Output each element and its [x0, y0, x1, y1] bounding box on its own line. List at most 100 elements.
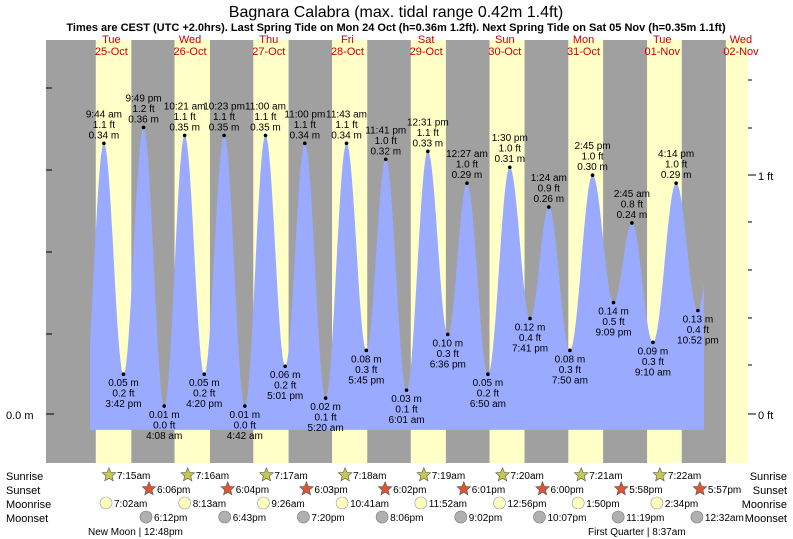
- sunrise-icon: [338, 468, 352, 481]
- tide-label: 0.35 m: [169, 122, 200, 133]
- tide-label: 1.2 ft: [132, 104, 154, 115]
- tide-label: 4:14 pm: [658, 149, 694, 160]
- sunset-icon: [142, 482, 156, 495]
- tide-label: 10:52 pm: [677, 336, 719, 347]
- chart-subtitle: Times are CEST (UTC +2.0hrs). Last Sprin…: [66, 22, 726, 34]
- sunset-icon: [614, 482, 628, 495]
- sunrise-time: 7:20am: [511, 471, 544, 482]
- tide-label: 1.1 ft: [417, 128, 439, 139]
- moonset-time: 12:32am: [705, 513, 744, 524]
- day-name: Wed: [179, 34, 201, 46]
- tide-label: 0.29 m: [661, 170, 692, 181]
- row-label-sunrise-right: Sunrise: [750, 471, 787, 483]
- tide-label: 0.2 ft: [477, 389, 499, 400]
- tide-label: 0.29 m: [452, 170, 483, 181]
- high-tide-point: [384, 157, 388, 161]
- row-label-moonset-left: Moonset: [6, 513, 48, 525]
- high-tide-point: [591, 173, 595, 177]
- moonset-time: 6:12pm: [154, 513, 187, 524]
- moonset-time: 11:19pm: [626, 513, 664, 524]
- tide-label: 0.01 m: [230, 410, 261, 421]
- tide-label: 6:36 pm: [430, 359, 466, 370]
- moonset-icon: [455, 511, 467, 523]
- low-tide-point: [162, 404, 166, 408]
- tide-label: 2:45 pm: [574, 141, 610, 152]
- tide-label: 0.14 m: [598, 307, 629, 318]
- sunset-time: 6:06pm: [157, 485, 190, 496]
- tide-label: 0.1 ft: [395, 405, 417, 416]
- tide-label: 12:31 pm: [407, 117, 449, 128]
- tide-label: 9:44 am: [86, 109, 122, 120]
- tide-label: 0.9 ft: [538, 184, 560, 195]
- row-label-sunset-right: Sunset: [753, 485, 787, 497]
- tide-label: 11:41 pm: [365, 125, 406, 136]
- tide-label: 0.06 m: [270, 370, 301, 381]
- moonrise-icon: [651, 497, 663, 509]
- low-tide-point: [324, 396, 328, 400]
- day-name: Sat: [418, 34, 435, 46]
- sunrise-time: 7:18am: [353, 471, 386, 482]
- day-headers: Tue25-OctWed26-OctThu27-OctFri28-OctSat2…: [95, 34, 759, 58]
- day-date: 28-Oct: [331, 46, 364, 58]
- right-axis-label-0ft: 0 ft: [758, 410, 773, 422]
- tide-label: 1.0 ft: [375, 136, 397, 147]
- day-name: Mon: [573, 34, 594, 46]
- low-tide-point: [446, 333, 450, 337]
- tide-label: 0.01 m: [149, 410, 180, 421]
- tide-label: 0.2 ft: [274, 381, 296, 392]
- row-label-sunrise-left: Sunrise: [6, 471, 43, 483]
- high-tide-point: [426, 150, 430, 154]
- moon-phase-new-moon: New Moon | 12:48pm: [88, 527, 183, 538]
- tide-label: 1:24 am: [531, 173, 567, 184]
- day-date: 30-Oct: [488, 46, 521, 58]
- tide-label: 1.1 ft: [213, 112, 235, 123]
- sunrise-time: 7:17am: [274, 471, 307, 482]
- tide-label: 1.0 ft: [456, 160, 478, 171]
- moonset-time: 6:43pm: [233, 513, 266, 524]
- tide-label: 4:20 pm: [186, 399, 222, 410]
- sunset-time: 6:03pm: [314, 485, 347, 496]
- day-date: 01-Nov: [645, 46, 681, 58]
- low-tide-point: [568, 349, 572, 353]
- sunrise-icon: [181, 468, 195, 481]
- tide-label: 0.3 ft: [642, 357, 664, 368]
- day-name: Wed: [730, 34, 752, 46]
- tide-label: 4:08 am: [146, 431, 182, 442]
- tide-label: 0.0 ft: [153, 421, 175, 432]
- sunrise-icon: [260, 468, 274, 481]
- high-tide-point: [264, 134, 268, 138]
- tide-label: 10:23 pm: [203, 101, 245, 112]
- tide-label: 0.30 m: [577, 162, 608, 173]
- tide-label: 0.34 m: [290, 130, 321, 141]
- tide-label: 0.05 m: [473, 378, 504, 389]
- sunset-icon: [457, 482, 471, 495]
- tide-label: 1.1 ft: [335, 120, 357, 131]
- high-tide-point: [674, 181, 678, 185]
- moon-phase-first-quarter: First Quarter | 8:37am: [588, 527, 686, 538]
- day-date: 02-Nov: [723, 46, 759, 58]
- tide-label: 1:30 pm: [492, 133, 528, 144]
- tide-label: 0.05 m: [189, 378, 220, 389]
- low-tide-point: [283, 364, 287, 368]
- tide-label: 5:45 pm: [348, 375, 384, 386]
- tide-label: 0.35 m: [209, 122, 240, 133]
- high-tide-point: [142, 126, 146, 130]
- daylight-band: [726, 40, 748, 463]
- low-tide-point: [202, 372, 206, 376]
- tide-label: 7:50 am: [552, 375, 588, 386]
- tide-label: 0.36 m: [128, 114, 159, 125]
- moonset-time: 10:07pm: [548, 513, 587, 524]
- tide-label: 3:42 pm: [105, 399, 141, 410]
- day-name: Sun: [495, 34, 515, 46]
- tide-label: 0.03 m: [391, 394, 422, 405]
- sunrise-time: 7:19am: [432, 471, 465, 482]
- day-name: Tue: [102, 34, 121, 46]
- low-tide-point: [122, 372, 126, 376]
- tide-label: 0.3 ft: [355, 365, 377, 376]
- row-label-moonrise-left: Moonrise: [6, 499, 51, 511]
- sunset-time: 6:00pm: [551, 485, 584, 496]
- moonrise-icon: [257, 497, 269, 509]
- high-tide-point: [345, 142, 349, 146]
- tide-label: 2:45 am: [614, 189, 650, 200]
- low-tide-point: [365, 349, 369, 353]
